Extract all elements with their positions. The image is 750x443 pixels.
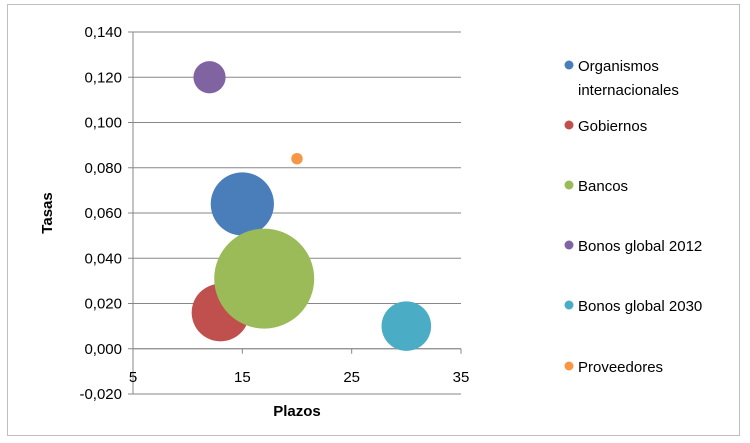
- y-axis-title: Tasas: [39, 192, 56, 233]
- x-tick-label: 35: [453, 369, 470, 386]
- legend-marker: [564, 60, 574, 70]
- legend-label: Proveedores: [578, 359, 663, 376]
- legend-item-bonos-global-2012: Bonos global 2012: [564, 238, 702, 255]
- legend-label: Organismos: [578, 58, 659, 75]
- bubble-bancos: [214, 228, 315, 329]
- x-tick-label: 25: [343, 369, 360, 386]
- y-tick-label: 0,140: [84, 24, 122, 41]
- legend-label: Gobiernos: [578, 118, 647, 135]
- y-tick-label: 0,000: [84, 341, 122, 358]
- legend-label: Bonos global 2030: [578, 298, 702, 315]
- legend-item-organismos-internacionales: Organismos internacionales: [564, 58, 679, 99]
- y-tick-label: 0,020: [84, 296, 122, 313]
- bubble-proveedores: [291, 153, 303, 165]
- y-tick-label: 0,040: [84, 250, 122, 267]
- bubble-bonos-global-2030: [381, 301, 432, 351]
- y-tick-label: -0,020: [79, 386, 122, 403]
- legend-label: internacionales: [578, 82, 679, 99]
- legend-item-bonos-global-2030: Bonos global 2030: [564, 298, 702, 315]
- bubble-organismos-internacionales: [210, 172, 274, 236]
- legend-marker: [564, 240, 574, 250]
- y-tick-label: 0,060: [84, 205, 122, 222]
- bubbles: [191, 61, 432, 351]
- y-tick-label: 0,080: [84, 160, 122, 177]
- legend-item-gobiernos: Gobiernos: [564, 118, 647, 135]
- bubble-bonos-global-2012: [193, 61, 226, 94]
- y-tick-label: 0,120: [84, 69, 122, 86]
- x-tick-label: 5: [129, 369, 137, 386]
- axes: -0,020 0,000 0,020 0,040 0,060 0,080 0,100 0,12…: [79, 24, 469, 403]
- x-axis-title: Plazos: [273, 403, 321, 420]
- legend-marker: [564, 180, 574, 190]
- legend-item-bancos: Bancos: [564, 178, 628, 195]
- legend-marker: [564, 120, 574, 130]
- legend-marker: [564, 361, 574, 371]
- legend-marker: [564, 300, 574, 310]
- y-tick-label: 0,100: [84, 115, 122, 132]
- legend-label: Bonos global 2012: [578, 238, 702, 255]
- legend-item-proveedores: Proveedores: [564, 359, 663, 376]
- chart-frame: [7, 4, 740, 436]
- x-tick-label: 15: [234, 369, 251, 386]
- legend-label: Bancos: [578, 178, 628, 195]
- legend: Organismos internacionales Gobiernos Bancos…: [564, 58, 702, 376]
